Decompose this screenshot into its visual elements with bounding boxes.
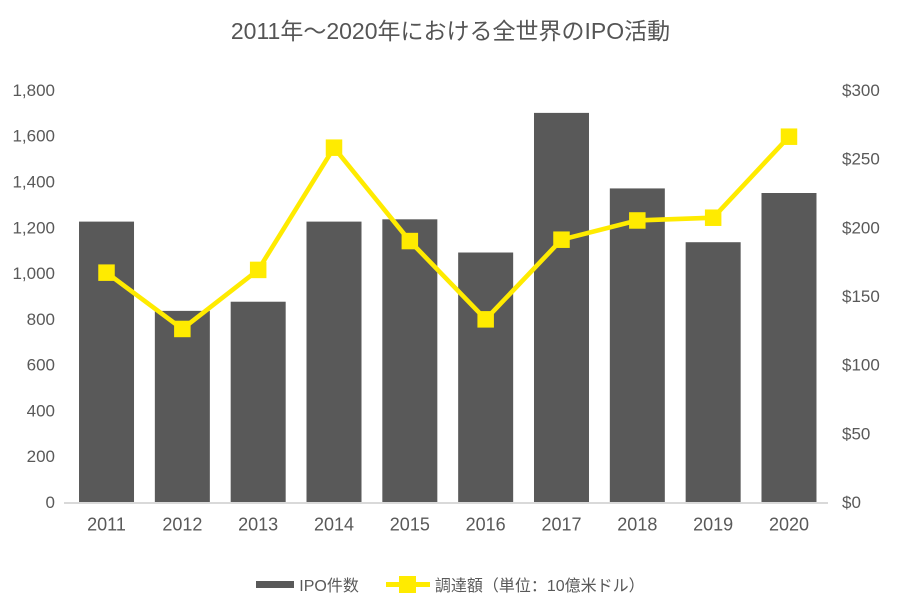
bar-2016 [458,252,514,502]
legend-line-swatch [385,575,430,593]
y-axis-tick-right: $100 [842,356,880,375]
legend-label-ipo-count: IPO件数 [299,578,359,595]
y-axis-tick-right: $250 [842,150,880,169]
x-axis-tick-2016: 2016 [466,514,506,534]
marker-2017 [553,231,570,248]
marker-2015 [401,232,419,250]
y-axis-tick-left: 800 [27,310,55,329]
marker-2014 [325,139,343,156]
chart-legend: IPO件数 調達額（単位：10億米ドル） [0,572,901,596]
marker-2012 [174,320,191,338]
bar-2018 [609,188,665,502]
marker-2019 [704,209,722,226]
y-axis-tick-left: 1,400 [12,173,55,192]
y-axis-tick-left: 200 [27,447,55,466]
legend-item-ipo-count: IPO件数 [256,572,359,596]
legend-line-marker [398,575,416,593]
proceeds-line [105,135,791,332]
y-axis-tick-right: $50 [842,424,870,443]
y-axis-tick-right: $150 [842,287,880,306]
bar-2011 [79,221,135,502]
marker-2013 [249,261,267,279]
bar-2015 [382,219,438,503]
y-axis-tick-right: $200 [842,218,880,237]
x-axis-tick-2011: 2011 [87,514,126,534]
x-axis-tick-2012: 2012 [162,514,202,534]
y-axis-tick-left: 1,000 [12,264,55,283]
y-axis-tick-left: 1,200 [12,218,55,237]
x-axis-tick-2017: 2017 [541,514,581,534]
bar-2012 [154,310,210,502]
bar-2019 [685,242,741,502]
x-axis-tick-2018: 2018 [617,514,657,534]
y-axis-tick-left: 0 [46,493,55,512]
x-axis-tick-2020: 2020 [769,514,809,534]
bar-2014 [306,221,362,502]
y-axis-tick-right: $300 [842,81,880,100]
y-axis-tick-right: $0 [842,493,861,512]
marker-2011 [98,264,115,281]
x-axis-tick-2015: 2015 [390,514,430,534]
chart-title: 2011年〜2020年における全世界のIPO活動 [230,18,671,44]
y-axis-tick-left: 1,800 [12,81,55,100]
y-axis-tick-left: 1,600 [12,127,55,146]
marker-2020 [780,128,798,145]
x-axis-tick-2014: 2014 [314,514,354,534]
bar-2017 [533,112,589,502]
x-axis-tick-2013: 2013 [238,514,278,534]
marker-2016 [477,311,494,328]
y-axis-tick-left: 600 [27,356,55,375]
y-axis-tick-left: 400 [27,401,55,420]
x-axis-tick-2019: 2019 [693,514,733,534]
bar-2020 [761,193,817,502]
bar-2013 [230,301,286,502]
legend-item-proceeds: 調達額（単位：10億米ドル） [385,572,645,596]
legend-bar-swatch [256,580,295,588]
marker-2018 [629,212,646,229]
legend-label-proceeds: 調達額（単位：10億米ドル） [434,578,645,595]
